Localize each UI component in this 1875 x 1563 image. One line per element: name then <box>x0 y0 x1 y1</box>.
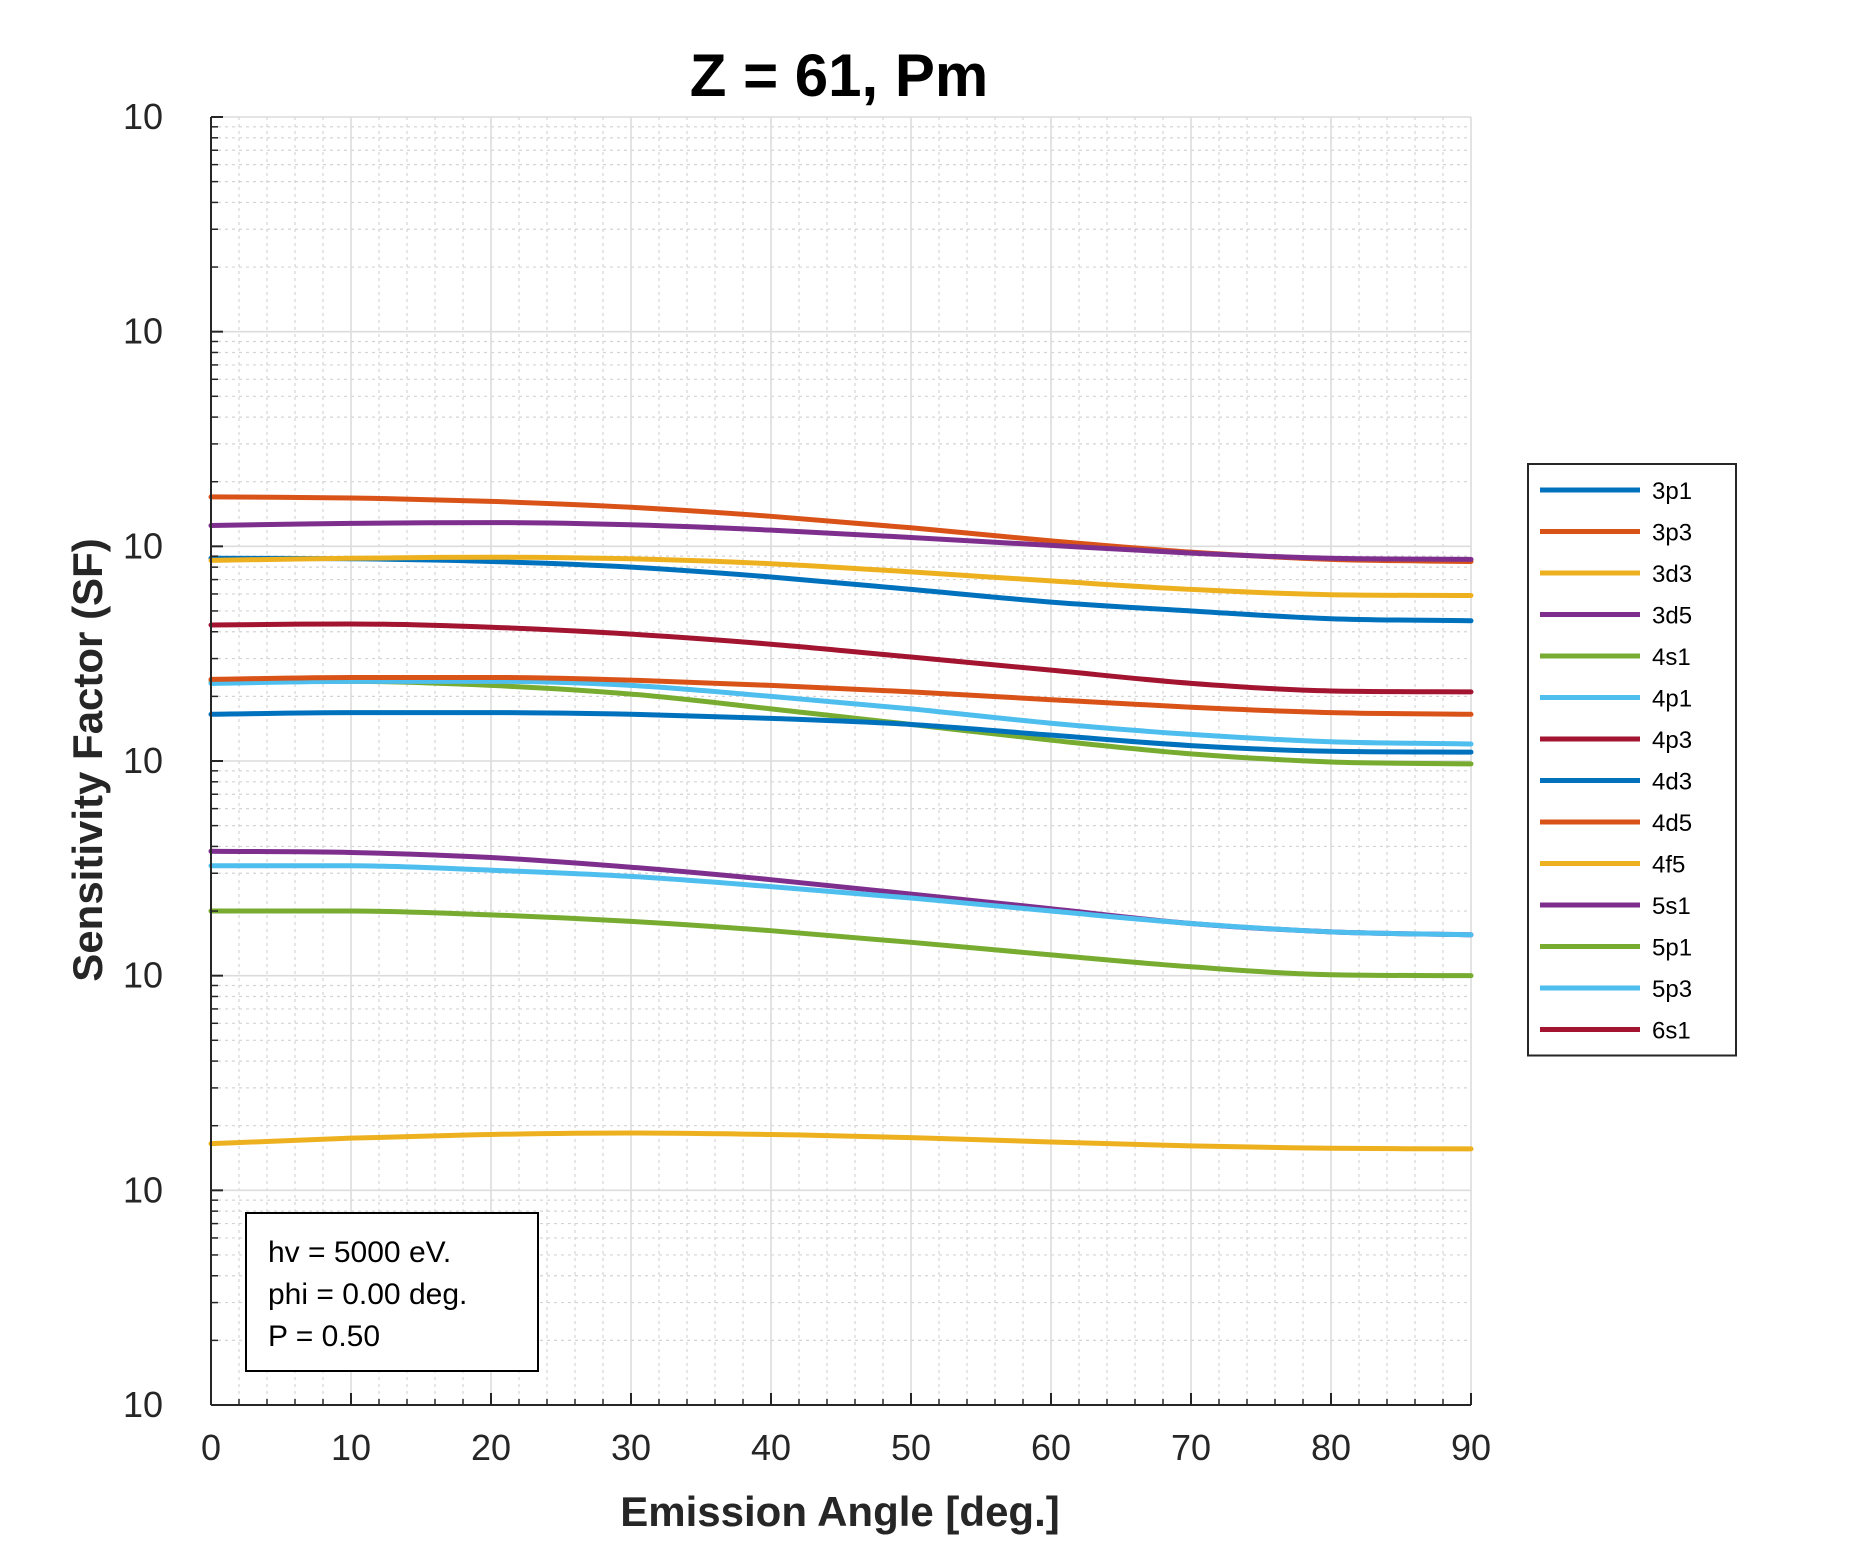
legend-label-4d5: 4d5 <box>1652 810 1692 837</box>
series-line-4p1 <box>208 678 1474 747</box>
legend-label-5s1: 5s1 <box>1652 893 1691 920</box>
x-tick-labels: 0 10 20 30 40 50 60 70 80 90 <box>201 1427 1491 1468</box>
y-tick-label: 10 <box>123 525 163 566</box>
x-tick-label: 40 <box>751 1427 791 1468</box>
legend: 3p1 3p3 3d3 3d5 4s1 4p1 4p3 4d3 4d5 4f5 5s1 5p1 5p3 6… <box>1527 463 1737 1057</box>
x-tick-label: 60 <box>1031 1427 1071 1468</box>
legend-box <box>1527 463 1737 1057</box>
y-tick-label: 10 <box>123 96 163 137</box>
x-tick-label: 20 <box>471 1427 511 1468</box>
series-line-4f5 <box>208 1130 1474 1152</box>
series-line-3d3 <box>208 554 1474 599</box>
y-tick-label: 10 <box>123 1169 163 1210</box>
y-tick-label: 10 <box>123 1384 163 1425</box>
annotation-line: hv = 5000 eV. <box>268 1236 451 1269</box>
y-tick-label: 10 <box>123 955 163 996</box>
series-line-5p1 <box>208 908 1474 979</box>
annotation-rect <box>245 1212 539 1372</box>
y-tick-label: 10 <box>123 311 163 352</box>
series-line-4p3 <box>208 621 1474 695</box>
annotation-line: phi = 0.00 deg. <box>268 1278 467 1311</box>
axes <box>210 116 1472 1406</box>
series-line-4d5 <box>208 674 1474 717</box>
annotation-box: hv = 5000 eV. phi = 0.00 deg. P = 0.50 <box>245 1212 539 1372</box>
x-axis-label: Emission Angle [deg.] <box>620 1488 1059 1535</box>
legend-label-3p1: 3p1 <box>1652 478 1692 505</box>
y-axis-label: Sensitivity Factor (SF) <box>64 538 111 981</box>
legend-label-5p3: 5p3 <box>1652 976 1692 1003</box>
series-line-3d5 <box>208 520 1474 562</box>
legend-label-3d5: 3d5 <box>1652 603 1692 630</box>
legend-label-4s1: 4s1 <box>1652 644 1691 671</box>
series-line-4d3 <box>208 710 1474 755</box>
legend-label-4p1: 4p1 <box>1652 686 1692 713</box>
legend-label-5p1: 5p1 <box>1652 935 1692 962</box>
y-tick-label: 10 <box>123 740 163 781</box>
y-tick-labels: 101102103104105106107 <box>123 96 163 1425</box>
series-lines <box>208 494 1474 1152</box>
x-tick-label: 90 <box>1451 1427 1491 1468</box>
legend-label-4d3: 4d3 <box>1652 769 1692 796</box>
x-tick-label: 80 <box>1311 1427 1351 1468</box>
x-tick-label: 50 <box>891 1427 931 1468</box>
annotation-line: P = 0.50 <box>268 1320 380 1353</box>
legend-label-3p3: 3p3 <box>1652 520 1692 547</box>
legend-label-6s1: 6s1 <box>1652 1018 1691 1045</box>
x-tick-label: 70 <box>1171 1427 1211 1468</box>
legend-label-4p3: 4p3 <box>1652 727 1692 754</box>
legend-label-4f5: 4f5 <box>1652 852 1685 879</box>
chart-title: Z = 61, Pm <box>690 42 988 109</box>
series-line-5p3 <box>208 863 1474 938</box>
x-tick-label: 10 <box>331 1427 371 1468</box>
legend-label-3d3: 3d3 <box>1652 561 1692 588</box>
x-tick-label: 0 <box>201 1427 221 1468</box>
x-tick-label: 30 <box>611 1427 651 1468</box>
